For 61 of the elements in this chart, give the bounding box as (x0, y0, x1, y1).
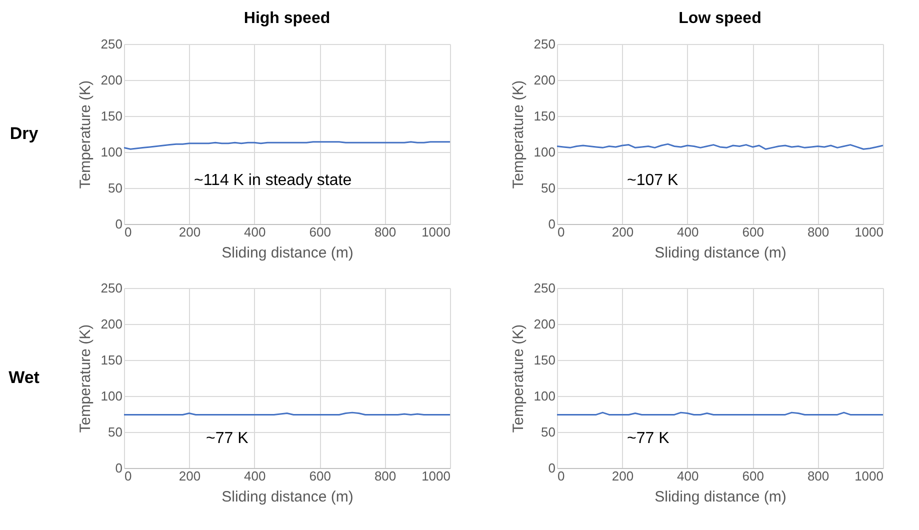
x-tick-label: 400 (677, 468, 699, 484)
y-tick-label: 150 (534, 352, 556, 368)
y-tick-label: 50 (541, 180, 556, 196)
x-axis-title: Sliding distance (m) (654, 244, 786, 262)
x-tick-label: 400 (244, 224, 266, 240)
x-tick-label: 600 (742, 224, 764, 240)
y-axis-title: Temperature (K) (76, 324, 94, 433)
y-axis-title: Temperature (K) (510, 324, 527, 433)
y-tick-label: 50 (108, 424, 122, 440)
annotation: ~107 K (627, 172, 678, 189)
y-tick-label: 50 (541, 424, 556, 440)
x-tick-label: 1000 (854, 224, 884, 240)
x-tick-label: 0 (124, 468, 132, 484)
x-tick-label: 200 (612, 224, 634, 240)
x-tick-label: 800 (807, 224, 830, 240)
x-tick-label: 200 (178, 224, 201, 240)
x-tick-label: 800 (807, 468, 830, 484)
chart-title: High speed (244, 10, 330, 27)
x-tick-label: 0 (558, 224, 565, 240)
x-axis-title: Sliding distance (m) (222, 488, 354, 506)
x-tick-label: 1000 (422, 468, 450, 484)
y-tick-label: 50 (108, 180, 122, 196)
x-tick-label: 600 (309, 468, 331, 484)
y-tick-label: 200 (100, 72, 122, 88)
x-tick-label: 600 (742, 468, 764, 484)
y-tick-label: 250 (534, 36, 556, 52)
x-tick-label: 0 (558, 468, 565, 484)
y-axis-title: Temperature (K) (510, 80, 527, 189)
line-series (124, 141, 450, 150)
x-tick-label: 400 (677, 224, 699, 240)
y-tick-label: 100 (534, 388, 556, 404)
y-axis-title: Temperature (K) (76, 80, 94, 189)
x-tick-label: 400 (244, 468, 266, 484)
y-tick-label: 150 (534, 108, 556, 124)
annotation: ~77 K (627, 430, 670, 447)
x-tick-label: 1000 (422, 224, 450, 240)
chart-title: Low speed (678, 10, 762, 27)
annotation: ~114 K in steady state (194, 172, 352, 189)
y-tick-label: 150 (100, 108, 122, 124)
y-tick-label: 200 (100, 316, 122, 332)
y-tick-label: 100 (100, 388, 122, 404)
text: Dry (10, 124, 39, 143)
x-axis-title: Sliding distance (m) (222, 244, 354, 262)
y-tick-label: 100 (534, 144, 556, 160)
y-tick-label: 200 (534, 72, 556, 88)
x-tick-label: 600 (309, 224, 331, 240)
x-tick-label: 200 (178, 468, 201, 484)
x-tick-label: 1000 (854, 468, 884, 484)
x-tick-label: 800 (374, 468, 396, 484)
x-tick-label: 800 (374, 224, 396, 240)
annotation: ~77 K (206, 430, 249, 447)
y-tick-label: 250 (100, 280, 122, 296)
y-tick-label: 200 (534, 316, 556, 332)
x-axis-title: Sliding distance (m) (654, 488, 786, 506)
text: Wet (8, 368, 40, 387)
y-tick-label: 250 (534, 280, 556, 296)
x-tick-label: 0 (124, 224, 132, 240)
y-tick-label: 250 (100, 36, 122, 52)
x-tick-label: 200 (612, 468, 634, 484)
y-tick-label: 100 (100, 144, 122, 160)
y-tick-label: 150 (100, 352, 122, 368)
